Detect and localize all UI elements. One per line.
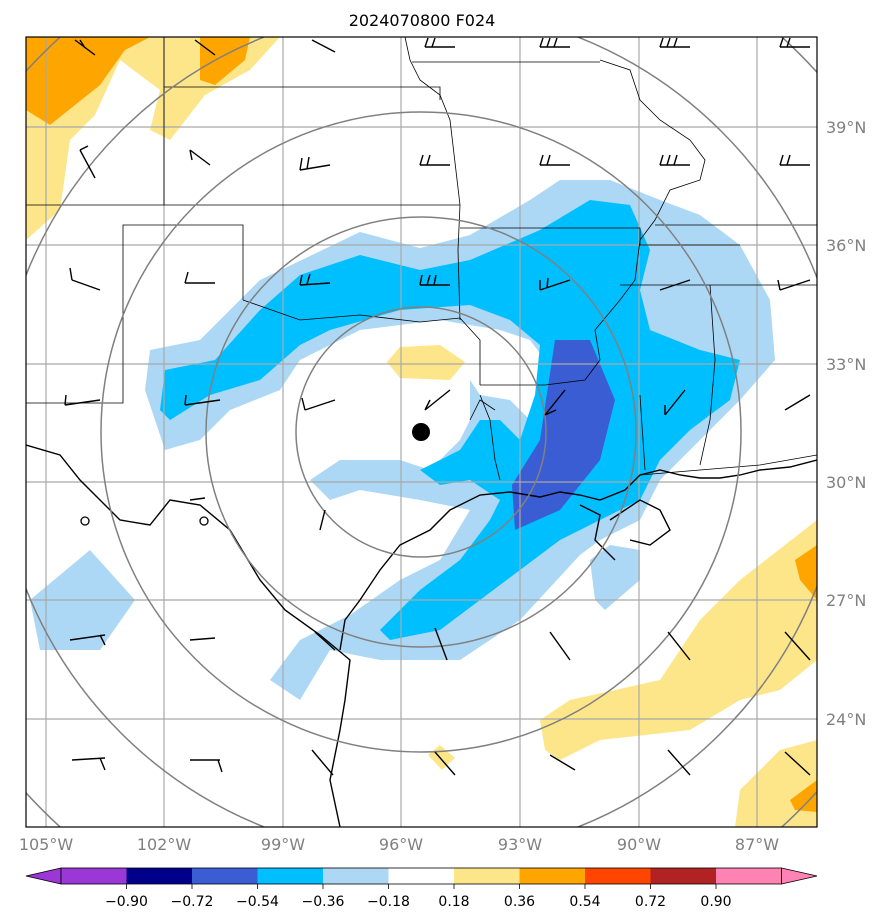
colorbar-segment [454, 868, 520, 884]
lat-label: 24°N [826, 710, 866, 729]
colorbar-segment [781, 867, 818, 885]
colorbar-segment [388, 868, 454, 884]
lat-label: 27°N [826, 591, 866, 610]
colorbar-segment [61, 868, 127, 884]
wind-barbs [64, 37, 811, 776]
colorbar-segment [126, 868, 192, 884]
colorbar-label: −0.72 [171, 894, 214, 910]
colorbar: −0.90 −0.72 −0.54 −0.36 −0.18 0.18 0.36 … [25, 867, 818, 910]
colorbar-label: −0.18 [367, 894, 410, 910]
negative-anomaly-fill [30, 180, 775, 700]
lat-tick-labels: 39°N 36°N 33°N 30°N 27°N 24°N [826, 118, 866, 729]
lat-label: 36°N [826, 236, 866, 255]
political-borders [26, 37, 817, 481]
colorbar-segment [650, 868, 716, 884]
colorbar-label: −0.54 [236, 894, 279, 910]
colorbar-label: 0.36 [504, 894, 535, 910]
colorbar-segment [25, 867, 62, 885]
station-marker [80, 516, 90, 526]
colorbar-segment [257, 868, 323, 884]
colorbar-label: −0.90 [105, 894, 148, 910]
colorbar-segment [192, 868, 258, 884]
lon-tick-labels: 105°W 102°W 99°W 96°W 93°W 90°W 87°W [19, 835, 779, 854]
map-frame [25, 36, 818, 828]
colorbar-segment [323, 868, 389, 884]
colorbar-label: 0.18 [438, 894, 469, 910]
lon-label: 102°W [137, 835, 192, 854]
lat-label: 39°N [826, 118, 866, 137]
colorbar-segment [585, 868, 651, 884]
colorbar-label: −0.36 [302, 894, 345, 910]
lon-label: 96°W [379, 835, 423, 854]
lon-label: 90°W [617, 835, 661, 854]
center-point-marker [412, 423, 430, 441]
lat-label: 33°N [826, 355, 866, 374]
colorbar-label: 0.90 [700, 894, 731, 910]
lat-label: 30°N [826, 473, 866, 492]
map-title: 2024070800 F024 [349, 11, 496, 30]
lon-label: 93°W [498, 835, 542, 854]
graticule [26, 37, 817, 827]
lon-label: 87°W [735, 835, 779, 854]
colorbar-segment [519, 868, 585, 884]
colorbar-label: 0.72 [635, 894, 666, 910]
colorbar-label: 0.54 [569, 894, 600, 910]
lon-label: 105°W [19, 835, 74, 854]
colorbar-segment [716, 868, 782, 884]
station-marker [199, 516, 209, 526]
lon-label: 99°W [261, 835, 305, 854]
